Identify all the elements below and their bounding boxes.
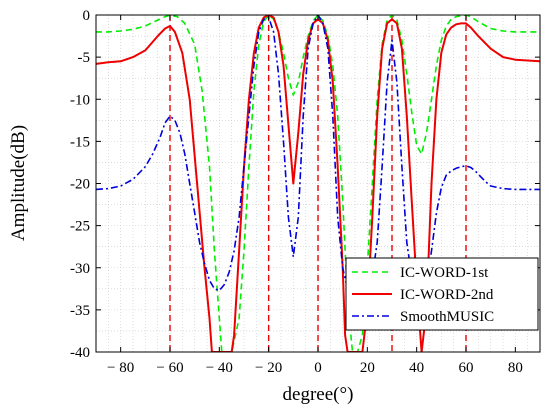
y-tick-label: -15 — [70, 134, 90, 150]
legend: IC-WORD-1st IC-WORD-2nd SmoothMUSIC — [345, 257, 539, 331]
x-tick-label: − 60 — [156, 360, 183, 376]
x-tick-label: 60 — [459, 360, 474, 376]
y-tick-label: -40 — [70, 345, 90, 361]
y-tick-label: -30 — [70, 261, 90, 277]
x-tick-label: 20 — [360, 360, 375, 376]
y-tick-label: -5 — [78, 50, 91, 66]
series-line-smoothmusic — [96, 15, 540, 299]
series-lines — [96, 15, 540, 352]
legend-label: IC-WORD-2nd — [400, 287, 494, 303]
x-tick-label: 80 — [508, 360, 523, 376]
x-tick-label: − 40 — [206, 360, 233, 376]
x-tick-label: 40 — [409, 360, 424, 376]
y-axis-ticks: 0 -5 -10 -15 -20 -25 -30 -35 -40 — [70, 8, 540, 361]
y-tick-label: -10 — [70, 92, 90, 108]
series-line-ic-word-2nd — [96, 15, 540, 352]
x-tick-label: − 80 — [107, 360, 134, 376]
y-axis-label: Amplitude(dB) — [8, 125, 29, 241]
x-tick-label: 0 — [314, 360, 322, 376]
x-tick-label: − 20 — [255, 360, 282, 376]
y-tick-label: 0 — [83, 8, 91, 24]
x-axis-label: degree(°) — [283, 384, 354, 405]
y-tick-label: -35 — [70, 303, 90, 319]
y-tick-label: -25 — [70, 219, 90, 235]
y-tick-label: -20 — [70, 177, 90, 193]
legend-label: IC-WORD-1st — [400, 265, 489, 281]
x-axis-ticks: − 80 − 60 − 40 − 20 0 20 40 60 80 — [107, 15, 523, 376]
legend-label: SmoothMUSIC — [400, 309, 494, 325]
